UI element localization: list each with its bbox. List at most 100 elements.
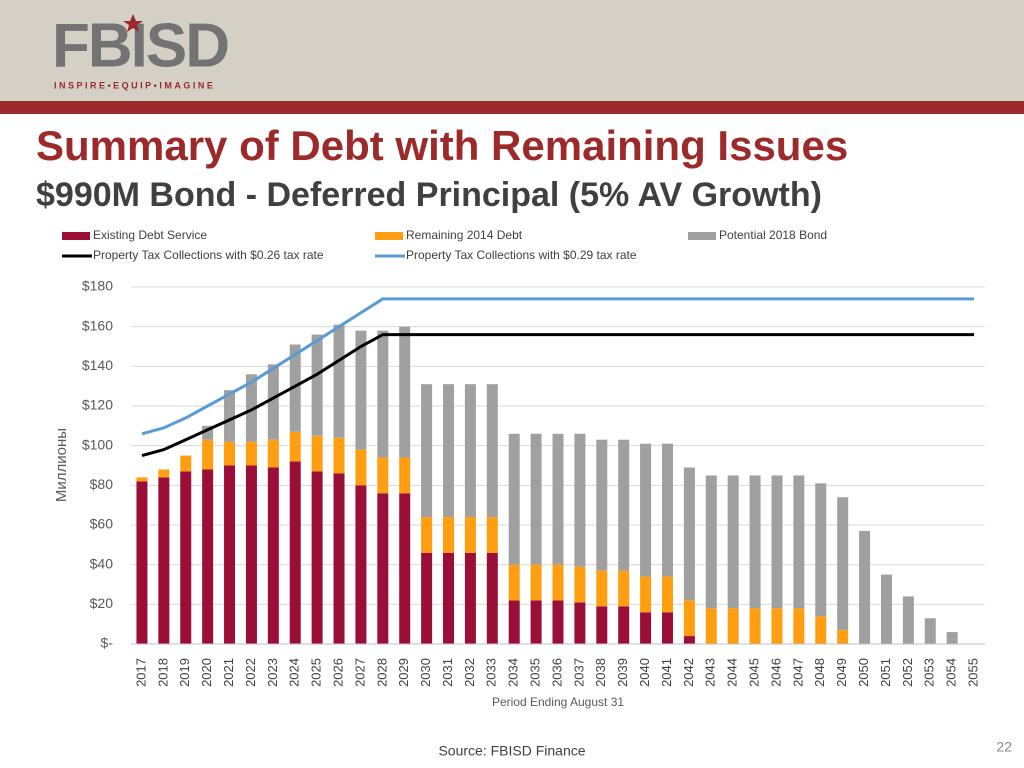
x-tick-label: 2019: [177, 658, 192, 687]
bar-segment: [661, 576, 673, 613]
bar-segment: [552, 600, 564, 644]
bar-segment: [377, 457, 389, 494]
bar-segment: [180, 455, 192, 472]
y-tick-label: $120: [82, 397, 113, 413]
bar-segment: [530, 600, 542, 644]
bar-segment: [443, 384, 455, 518]
x-tick-label: 2045: [747, 658, 762, 687]
bar-segment: [815, 616, 827, 644]
bar-segment: [793, 475, 805, 609]
bar-segment: [552, 564, 564, 601]
bar-segment: [508, 600, 520, 644]
bar-segment: [202, 439, 214, 470]
bar-segment: [508, 433, 520, 565]
bar-segment: [683, 600, 695, 637]
legend-swatch: [62, 232, 90, 240]
bar-segment: [158, 477, 170, 644]
bar-segment: [880, 574, 892, 644]
x-tick-label: 2039: [615, 658, 630, 687]
x-tick-label: 2026: [330, 658, 345, 687]
bar-segment: [574, 433, 586, 567]
y-tick-label: $80: [90, 476, 114, 492]
bar-segment: [355, 485, 367, 644]
y-axis-title: Миллионы: [53, 428, 70, 502]
bar-segment: [574, 602, 586, 644]
x-tick-label: 2027: [352, 658, 367, 687]
bar-segment: [661, 612, 673, 644]
bar-segment: [136, 481, 148, 644]
bar-segment: [311, 435, 323, 472]
bar-segment: [946, 632, 958, 644]
x-tick-label: 2046: [768, 658, 783, 687]
bar-segment: [245, 374, 257, 442]
x-tick-label: 2024: [287, 658, 302, 687]
bar-segment: [530, 433, 542, 565]
bar-segment: [224, 390, 236, 442]
x-tick-label: 2028: [374, 658, 389, 687]
x-tick-label: 2021: [221, 658, 236, 687]
x-tick-label: 2038: [593, 658, 608, 687]
y-tick-label: $100: [82, 436, 113, 452]
bar-segment: [552, 433, 564, 565]
bar-segment: [618, 439, 630, 571]
bar-segment: [443, 517, 455, 553]
bar-segment: [202, 469, 214, 644]
x-tick-label: 2037: [571, 658, 586, 687]
bar-segment: [377, 493, 389, 644]
bar-segment: [443, 552, 455, 644]
bar-segment: [837, 497, 849, 631]
x-tick-label: 2034: [506, 658, 521, 687]
bar-segment: [267, 364, 279, 440]
bar-segment: [771, 475, 783, 609]
bar-segment: [749, 608, 761, 644]
bar-segment: [924, 618, 936, 644]
bar-segment: [333, 324, 345, 438]
bar-segment: [640, 576, 652, 613]
bar-segment: [640, 443, 652, 577]
bar-segment: [683, 467, 695, 601]
page-number: 22: [996, 739, 1012, 755]
logo-star: [123, 14, 143, 32]
x-tick-label: 2042: [681, 658, 696, 687]
x-tick-label: 2047: [790, 658, 805, 687]
bar-segment: [245, 465, 257, 644]
bar-segment: [486, 552, 498, 644]
x-tick-label: 2040: [637, 658, 652, 687]
x-tick-label: 2049: [834, 658, 849, 687]
bar-segment: [421, 517, 433, 553]
bar-segment: [618, 606, 630, 644]
header-strip: [0, 101, 1024, 114]
bar-segment: [136, 477, 148, 482]
bar-segment: [464, 517, 476, 553]
bar-segment: [355, 449, 367, 486]
bar-segment: [793, 608, 805, 644]
y-tick-label: $-: [101, 635, 114, 651]
bar-segment: [267, 439, 279, 468]
slide-title: Summary of Debt with Remaining Issues: [36, 122, 848, 169]
bar-segment: [486, 517, 498, 553]
bar-segment: [421, 552, 433, 644]
line-series: [141, 297, 975, 436]
slide-subtitle: $990M Bond - Deferred Principal (5% AV G…: [36, 176, 822, 214]
x-tick-label: 2055: [965, 658, 980, 687]
bar-segment: [640, 612, 652, 644]
logo: FBISD: [52, 11, 228, 80]
x-tick-label: 2054: [944, 658, 959, 687]
bar-segment: [771, 608, 783, 644]
x-tick-label: 2032: [462, 658, 477, 687]
bar-segment: [311, 334, 323, 436]
x-tick-label: 2022: [243, 658, 258, 687]
bar-segment: [683, 636, 695, 644]
bar-segment: [421, 384, 433, 518]
bar-segment: [245, 441, 257, 466]
bar-segment: [859, 530, 871, 644]
bar-segment: [355, 330, 367, 450]
bar-segment: [289, 431, 301, 462]
x-tick-label: 2018: [155, 658, 170, 687]
bar-segment: [486, 384, 498, 518]
x-tick-label: 2020: [199, 658, 214, 687]
y-tick-label: $40: [90, 555, 114, 571]
bar-segment: [574, 566, 586, 603]
bar-segment: [224, 465, 236, 644]
